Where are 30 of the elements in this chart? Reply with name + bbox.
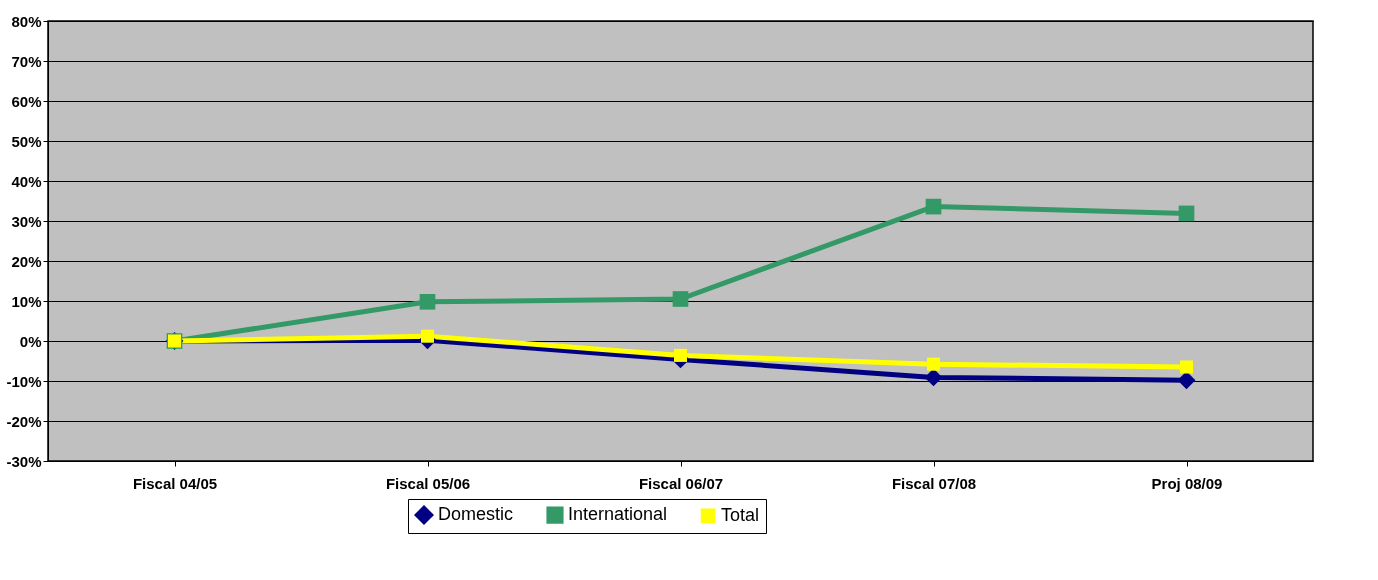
point [420, 329, 435, 343]
legend-label: Total [721, 504, 760, 525]
legend-label: International [568, 504, 668, 525]
x-tick-label: Proj 08/09 [1151, 474, 1223, 492]
point [672, 291, 689, 307]
point [1177, 371, 1196, 390]
x-tick-label: Fiscal 07/08 [891, 474, 977, 492]
y-tick-label: 10% [11, 292, 42, 310]
y-tick-label: 0% [19, 332, 42, 350]
point [1178, 205, 1195, 222]
x-tick-label: Fiscal 06/07 [638, 474, 724, 492]
y-tick-label: -30% [6, 452, 42, 470]
y-tick-label: 20% [11, 252, 42, 270]
y-tick-label: 40% [11, 172, 42, 190]
y-tick-label: 70% [11, 52, 42, 70]
point [926, 357, 941, 371]
x-tick-label: Fiscal 05/06 [385, 474, 471, 492]
legend-label: Domestic [438, 504, 514, 525]
y-tick-label: -20% [6, 412, 42, 430]
point [924, 368, 943, 387]
y-tick-label: -10% [6, 372, 42, 390]
y-tick-label: 80% [11, 12, 42, 30]
point [1179, 360, 1194, 374]
y-tick-label: 50% [11, 132, 42, 150]
point [673, 348, 688, 362]
y-tick-label: 60% [11, 92, 42, 110]
y-tick-label: 30% [11, 212, 42, 230]
x-tick-label: Fiscal 04/05 [132, 474, 218, 492]
point [419, 293, 436, 310]
point [925, 198, 942, 215]
